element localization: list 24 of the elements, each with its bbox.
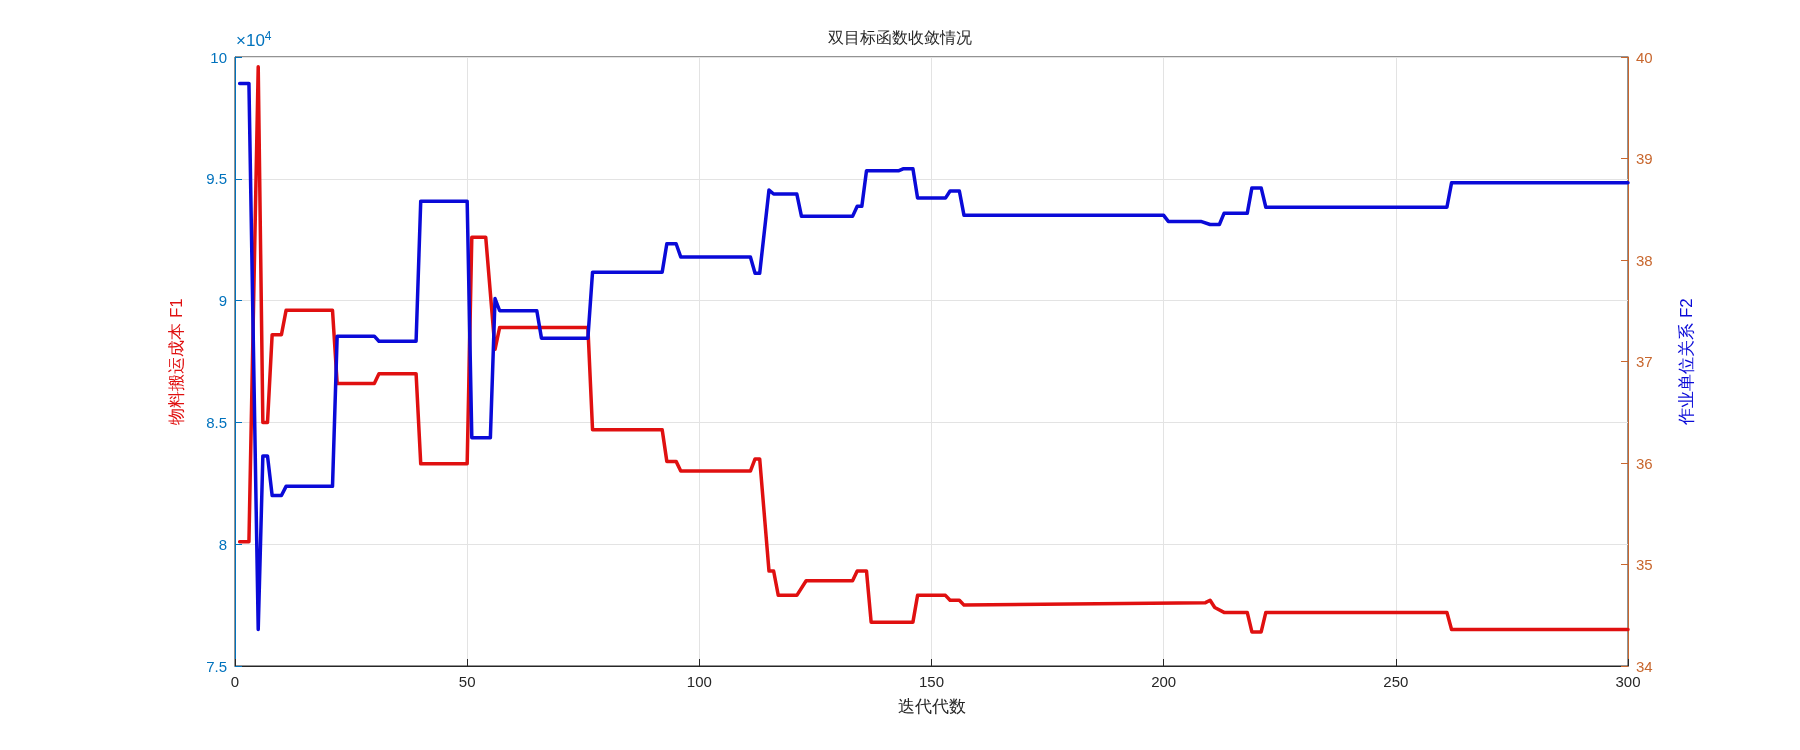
x-tick-label: 250 bbox=[1383, 673, 1409, 690]
y2-tick-label: 34 bbox=[1636, 657, 1653, 675]
y2-axis-title: 作业单位关系 F2 bbox=[1677, 298, 1696, 426]
y-tick-label: 9.5 bbox=[206, 170, 227, 188]
y2-tick-label: 35 bbox=[1636, 556, 1653, 573]
y-tick-label: 7.5 bbox=[206, 657, 227, 675]
x-tick-label: 50 bbox=[458, 673, 476, 690]
chart-title: 双目标函数收敛情况 bbox=[828, 28, 972, 46]
y2-tick-label: 38 bbox=[1636, 251, 1653, 269]
y2-tick-label: 36 bbox=[1636, 454, 1653, 472]
y-tick-label: 8 bbox=[218, 535, 227, 553]
x-tick-label: 150 bbox=[918, 673, 945, 690]
x-tick-label: 200 bbox=[1151, 673, 1177, 690]
x-tick-label: 0 bbox=[230, 673, 240, 690]
x-axis-title: 迭代代数 bbox=[897, 697, 966, 716]
y-axis-title: 物料搬运成本 F1 bbox=[167, 298, 186, 425]
y2-tick-label: 40 bbox=[1636, 48, 1653, 66]
x-tick-label: 100 bbox=[686, 673, 712, 690]
y-tick-label: 9 bbox=[218, 292, 227, 310]
y-tick-label: 8.5 bbox=[206, 413, 227, 431]
x-tick-label: 300 bbox=[1615, 673, 1641, 690]
y-tick-label: 10 bbox=[210, 48, 227, 66]
y2-tick-label: 39 bbox=[1636, 150, 1653, 167]
y2-tick-label: 37 bbox=[1636, 353, 1653, 370]
